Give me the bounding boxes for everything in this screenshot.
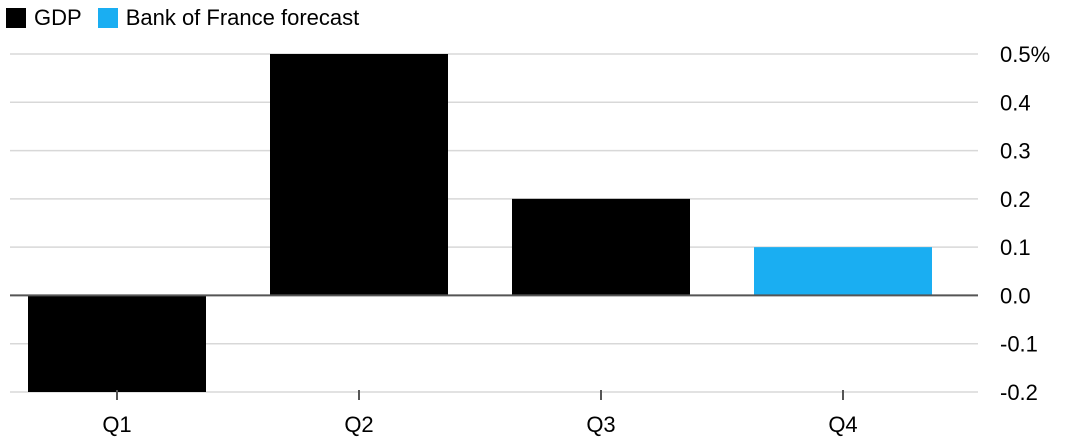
chart-legend: GDP Bank of France forecast [6,4,375,32]
y-tick-label: 0.3 [1000,139,1031,164]
legend-label-forecast: Bank of France forecast [125,5,360,30]
y-tick-label: 0.4 [1000,90,1031,115]
bar-q3 [512,198,690,296]
y-tick-label: 0.1 [1000,235,1031,260]
grid-lines [10,53,978,393]
y-tick-label: -0.2 [1000,380,1038,405]
y-tick-label: 0.5% [1000,42,1050,67]
legend-swatch-forecast [97,8,118,28]
bar-q2 [270,54,448,296]
bar-q1 [28,295,206,392]
y-tick-label: 0.0 [1000,283,1031,308]
x-tick-labels: Q1 Q2 Q3 Q4 [102,412,857,437]
x-tick-label: Q1 [102,412,131,437]
bars [28,54,932,392]
legend-label-gdp: GDP [34,5,82,30]
x-tick-label: Q2 [344,412,373,437]
x-tick-label: Q3 [586,412,615,437]
bar-q4 [754,247,932,296]
legend-item-gdp: GDP [6,4,82,32]
legend-swatch-gdp [6,8,26,28]
axes [10,294,978,400]
legend-item-forecast: Bank of France forecast [97,4,360,32]
y-tick-labels: 0.5% 0.4 0.3 0.2 0.1 0.0 -0.1 -0.2 [1000,42,1050,405]
y-tick-label: -0.1 [1000,332,1038,357]
y-tick-label: 0.2 [1000,187,1031,212]
x-tick-label: Q4 [828,412,857,437]
